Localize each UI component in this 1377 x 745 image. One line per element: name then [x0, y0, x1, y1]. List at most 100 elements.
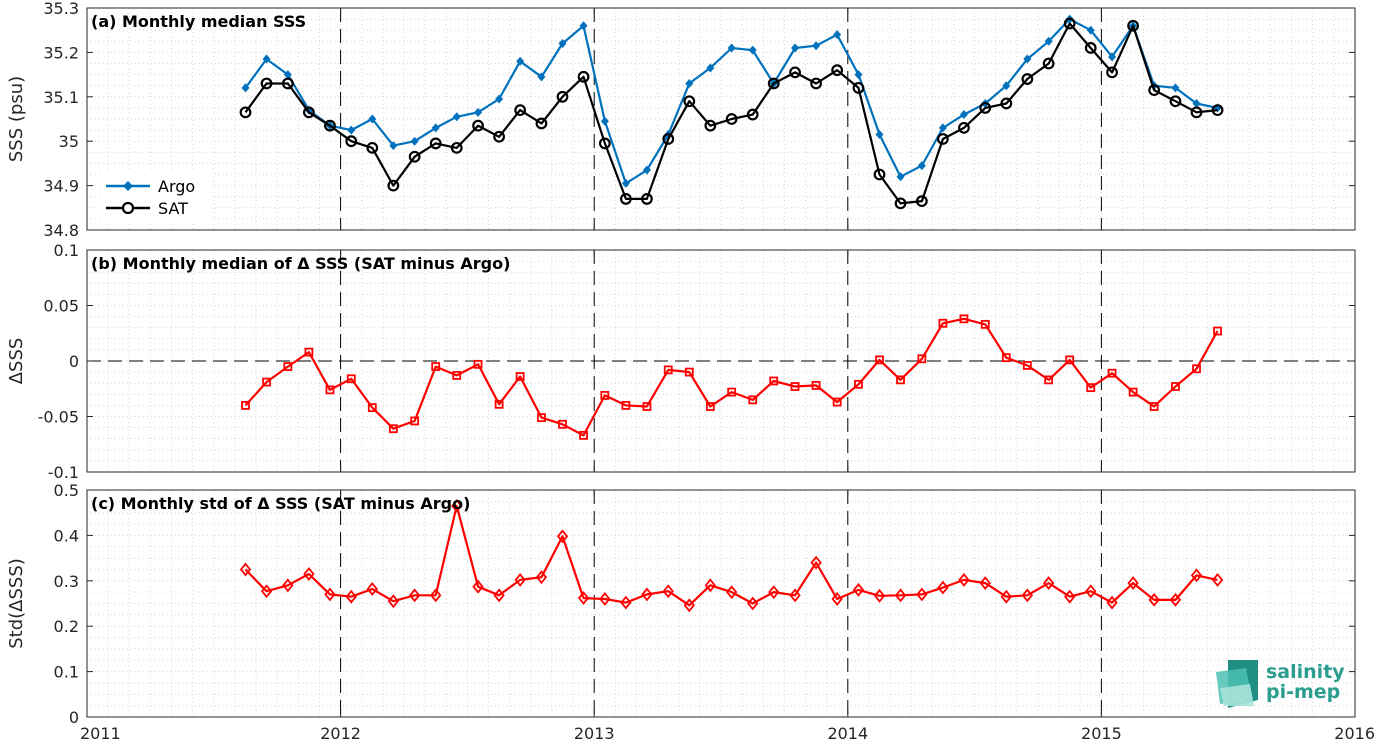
- data-point: [537, 413, 546, 423]
- y-tick-label: 35.3: [43, 0, 79, 18]
- data-point: [452, 112, 461, 122]
- y-tick-label: 34.8: [43, 221, 79, 240]
- data-point: [790, 382, 800, 391]
- data-point: [345, 589, 357, 604]
- data-point: [1106, 66, 1118, 79]
- data-point: [429, 137, 442, 150]
- data-point: [789, 66, 801, 79]
- data-point: [1192, 98, 1201, 108]
- data-point: [979, 101, 992, 114]
- data-point: [789, 588, 801, 603]
- data-point: [767, 77, 780, 90]
- data-point: [598, 137, 611, 150]
- data-point: [1022, 361, 1032, 370]
- y-tick-label: 35.2: [43, 43, 79, 62]
- x-tick-label: 2011: [80, 724, 121, 743]
- data-point: [1127, 19, 1139, 32]
- series-delta: [239, 498, 1224, 613]
- data-point: [980, 319, 990, 329]
- series-line: [244, 504, 1218, 607]
- data-point: [410, 136, 419, 146]
- data-point: [1001, 353, 1011, 363]
- data-point: [916, 587, 928, 602]
- panel-a-monthly-median-sss: 34.8 34.9 35 35.1 35.2 35.3 (a) Monthly median…: [6, 0, 1356, 240]
- data-point: [472, 119, 484, 132]
- data-point: [641, 587, 653, 602]
- data-point: [620, 595, 632, 610]
- data-point: [1171, 382, 1180, 391]
- data-point: [1021, 73, 1034, 85]
- data-point: [662, 584, 674, 599]
- data-point: [324, 119, 336, 132]
- data-point: [1169, 95, 1182, 108]
- y-axis-label: Std(ΔSSS): [6, 558, 27, 649]
- data-point: [748, 395, 758, 405]
- data-point: [430, 588, 442, 603]
- series-line: [244, 22, 1218, 205]
- data-point: [324, 587, 336, 602]
- data-point: [535, 570, 548, 585]
- data-point: [1128, 387, 1138, 397]
- data-point: [495, 94, 504, 104]
- data-point: [1086, 25, 1095, 35]
- data-point: [725, 113, 738, 125]
- data-point: [958, 121, 970, 134]
- data-point: [684, 367, 694, 377]
- data-point: [304, 347, 314, 357]
- data-point: [831, 64, 844, 77]
- data-point: [241, 400, 250, 410]
- data-point: [260, 77, 273, 90]
- data-point: [812, 41, 821, 51]
- data-point: [959, 110, 968, 120]
- legend-sat-marker: [121, 201, 135, 215]
- data-point: [748, 45, 757, 55]
- data-point: [260, 584, 273, 599]
- data-point: [1213, 326, 1222, 336]
- data-point: [704, 578, 717, 593]
- data-point: [388, 424, 398, 434]
- data-point: [704, 119, 717, 132]
- data-point: [1021, 588, 1034, 603]
- data-point: [347, 125, 356, 135]
- data-point: [768, 585, 780, 600]
- data-point: [556, 90, 569, 103]
- data-point: [1171, 83, 1180, 93]
- data-point: [367, 403, 377, 413]
- data-point: [938, 123, 947, 133]
- data-point: [937, 133, 949, 145]
- data-point: [1000, 589, 1012, 604]
- legend-argo-marker: [123, 181, 133, 191]
- data-point: [241, 83, 250, 93]
- data-point: [1149, 402, 1159, 411]
- data-point: [1023, 54, 1032, 64]
- data-point: [599, 592, 611, 606]
- series-delta: [241, 314, 1222, 440]
- data-point: [769, 376, 779, 386]
- data-point: [1106, 595, 1118, 610]
- data-point: [620, 193, 632, 205]
- panel-title: (a) Monthly median SSS: [91, 12, 306, 31]
- data-point: [514, 572, 526, 587]
- data-point: [494, 399, 504, 409]
- salinity-pi-mep-logo: salinity pi-mep: [1216, 660, 1345, 708]
- data-point: [408, 588, 421, 603]
- data-point: [833, 30, 842, 40]
- panel-title: (c) Monthly std of Δ SSS (SAT minus Argo…: [91, 494, 470, 513]
- data-point: [1084, 42, 1097, 54]
- series-argo: [241, 14, 1222, 188]
- data-point: [791, 43, 800, 53]
- y-tick-label: 0.4: [54, 526, 79, 545]
- data-point: [875, 130, 884, 140]
- data-point: [1169, 592, 1182, 607]
- data-point: [705, 402, 715, 411]
- data-point: [1148, 592, 1160, 607]
- data-point: [896, 375, 905, 385]
- x-tick-label: 2013: [574, 724, 615, 743]
- data-point: [493, 588, 505, 603]
- y-tick-label: 0.05: [43, 297, 79, 316]
- data-point: [431, 362, 441, 371]
- legend: Argo SAT: [100, 172, 212, 222]
- data-point: [1085, 584, 1097, 599]
- data-point: [896, 172, 905, 182]
- data-point: [642, 165, 651, 175]
